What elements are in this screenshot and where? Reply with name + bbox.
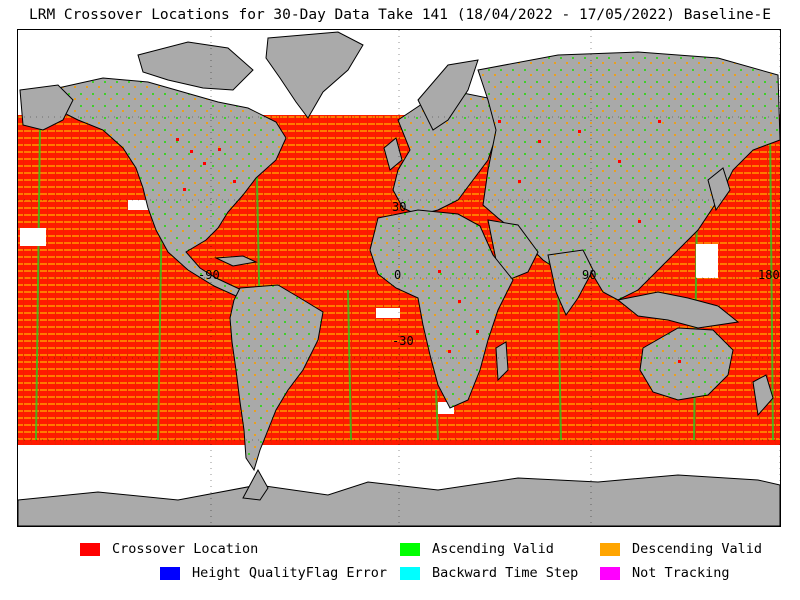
japan <box>707 167 731 212</box>
india <box>547 249 594 317</box>
legend-label: Crossover Location <box>112 541 259 557</box>
legend-label: Descending Valid <box>632 541 763 557</box>
alaska <box>19 84 74 131</box>
legend-descending-valid: Descending Valid <box>600 541 762 557</box>
legend-label: Not Tracking <box>632 565 730 581</box>
europe <box>392 91 499 216</box>
world-map: 30 -30 -90 0 90 180 <box>17 29 781 527</box>
arctic-islands <box>137 41 254 91</box>
south-america <box>229 284 324 472</box>
legend-backward-time-step: Backward Time Step <box>400 565 578 581</box>
map-canvas <box>18 30 780 526</box>
lon-label-90: 90 <box>582 268 597 282</box>
legend-swatch-green <box>400 542 420 556</box>
madagascar <box>495 341 509 382</box>
uk-ireland <box>383 137 403 171</box>
legend-swatch-blue <box>160 566 180 580</box>
legend-crossover-location: Crossover Location <box>80 541 258 557</box>
legend-swatch-red <box>80 542 100 556</box>
legend-height-qualityflag-error: Height QualityFlag Error <box>160 565 387 581</box>
legend-swatch-magenta <box>600 566 620 580</box>
scandinavia <box>417 59 479 131</box>
greenland <box>265 31 364 119</box>
legend-label: Height QualityFlag Error <box>192 565 388 581</box>
lat-label-30: 30 <box>392 200 407 214</box>
north-america <box>57 77 287 297</box>
lat-label-minus30: -30 <box>392 334 414 348</box>
legend-label: Backward Time Step <box>432 565 579 581</box>
land-crossover-markers <box>176 120 681 363</box>
lon-label-180: 180 <box>758 268 780 282</box>
legend-swatch-cyan <box>400 566 420 580</box>
legend-ascending-valid: Ascending Valid <box>400 541 554 557</box>
lon-label-minus90: -90 <box>198 268 220 282</box>
lon-label-0: 0 <box>394 268 402 282</box>
legend-label: Ascending Valid <box>432 541 554 557</box>
antarctica <box>18 474 780 526</box>
legend-not-tracking: Not Tracking <box>600 565 730 581</box>
map-title: LRM Crossover Locations for 30-Day Data … <box>28 7 772 23</box>
southeast-asia-islands <box>616 291 740 329</box>
africa <box>369 209 514 409</box>
australia <box>639 327 734 401</box>
legend-swatch-orange <box>600 542 620 556</box>
new-zealand <box>752 374 774 417</box>
land-masses <box>18 31 780 526</box>
antarctic-peninsula <box>242 468 269 501</box>
caribbean-islands <box>214 255 258 267</box>
graticule <box>18 30 780 526</box>
